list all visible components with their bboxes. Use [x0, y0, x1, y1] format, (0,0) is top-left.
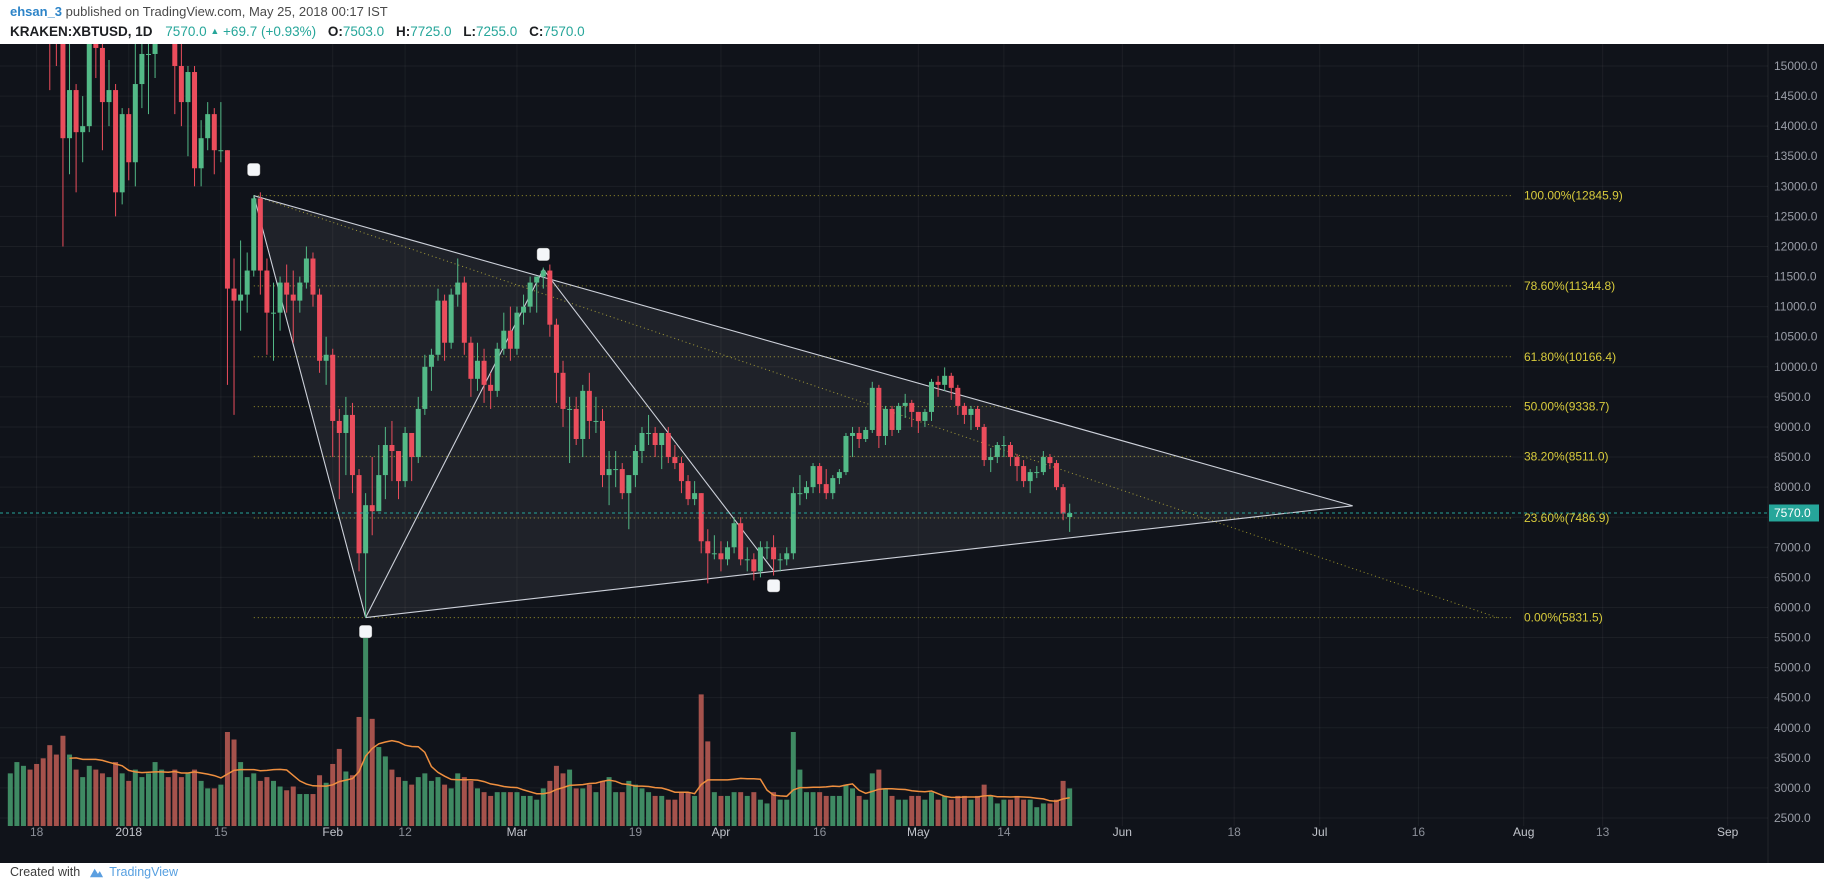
time-axis-label: Jul — [1312, 825, 1327, 839]
change-text: +69.7 (+0.93%) — [223, 24, 317, 39]
price-axis-label: 8000.0 — [1774, 480, 1811, 494]
up-arrow-icon: ▲ — [210, 26, 220, 36]
high-value: 7725.0 — [410, 24, 452, 39]
time-axis-label: 15 — [214, 825, 228, 839]
fib-trend-line — [253, 195, 1498, 619]
price-axis-label: 14500.0 — [1774, 89, 1818, 103]
price-axis-label: 8500.0 — [1774, 450, 1811, 464]
time-axis-label: 18 — [1228, 825, 1242, 839]
interval-label: 1D — [135, 24, 153, 39]
time-axis-label: 14 — [997, 825, 1011, 839]
fib-level-label: 61.80%(10166.4) — [1524, 350, 1616, 364]
high-label: H: — [395, 24, 411, 39]
time-axis-label: 2018 — [115, 825, 142, 839]
tradingview-brand-link[interactable]: TradingView — [109, 865, 178, 879]
fib-level-label: 78.60%(11344.8) — [1524, 279, 1615, 293]
price-axis-label: 12000.0 — [1774, 239, 1818, 253]
fib-level-label: 0.00%(5831.5) — [1524, 611, 1603, 625]
time-axis-label: Jun — [1113, 825, 1132, 839]
footer: Created with TradingView — [0, 863, 1824, 881]
attribution-text: published on TradingView.com, May 25, 20… — [62, 4, 388, 19]
last-price-text: 7570.0 — [165, 24, 207, 39]
price-axis-label: 4500.0 — [1774, 691, 1811, 705]
price-axis-label: 2500.0 — [1774, 811, 1811, 825]
price-axis-label: 6500.0 — [1774, 570, 1811, 584]
drag-handle[interactable] — [536, 247, 551, 262]
triangle-pattern[interactable] — [246, 162, 1353, 639]
open-label: O: — [327, 24, 343, 39]
time-axis-label: 12 — [398, 825, 412, 839]
chart-area[interactable]: 100.00%(12845.9) 78.60%(11344.8) 61.80%(10… — [0, 44, 1824, 863]
price-axis-label: 13500.0 — [1774, 149, 1818, 163]
time-axis-label: 19 — [629, 825, 643, 839]
price-axis-label: 10000.0 — [1774, 360, 1818, 374]
price-axis-label: 11500.0 — [1774, 270, 1817, 284]
price-axis-label: 7000.0 — [1774, 540, 1811, 554]
last-price-label — [1769, 504, 1819, 522]
time-axis-label: Aug — [1513, 825, 1534, 839]
price-axis-label: 4000.0 — [1774, 721, 1811, 735]
open-value: 7503.0 — [342, 24, 385, 39]
price-axis-label: 5000.0 — [1774, 661, 1811, 675]
price-axis-label: 9000.0 — [1774, 420, 1811, 434]
header: ehsan_3 published on TradingView.com, Ma… — [0, 0, 1824, 44]
fib-level-label: 50.00%(9338.7) — [1524, 400, 1609, 414]
price-axis-label: 3000.0 — [1774, 781, 1811, 795]
time-axis-label: 13 — [1596, 825, 1610, 839]
drag-handle[interactable] — [358, 624, 373, 639]
tradingview-logo-icon[interactable] — [89, 865, 104, 880]
price-axis-label: 15000.0 — [1774, 59, 1818, 73]
close-label: C: — [529, 24, 544, 39]
price-axis-label: 12500.0 — [1774, 209, 1818, 223]
drag-handle[interactable] — [246, 162, 261, 177]
fib-level-label: 100.00%(12845.9) — [1524, 189, 1623, 203]
price-axis-label: 11000.0 — [1774, 300, 1817, 314]
price-axis-label: 9500.0 — [1774, 390, 1811, 404]
candles-layer — [49, 44, 1073, 618]
price-axis-label: 14000.0 — [1774, 119, 1818, 133]
created-with-text: Created with — [10, 865, 81, 879]
drag-handle[interactable] — [766, 578, 781, 593]
chart-canvas[interactable]: 100.00%(12845.9) 78.60%(11344.8) 61.80%(10… — [0, 44, 1824, 863]
fib-retracement[interactable]: 100.00%(12845.9) 78.60%(11344.8) 61.80%(10… — [253, 189, 1623, 625]
symbol-name[interactable]: KRAKEN:XBTUSD, — [10, 24, 132, 39]
price-axis-label: 3500.0 — [1774, 751, 1811, 765]
time-axis-label: 16 — [1412, 825, 1426, 839]
fib-level-label: 23.60%(7486.9) — [1524, 511, 1609, 525]
time-axis-label: 18 — [30, 825, 44, 839]
attribution-line: ehsan_3 published on TradingView.com, Ma… — [10, 3, 1824, 21]
time-axis-label: Feb — [322, 825, 343, 839]
low-label: L: — [463, 24, 477, 39]
volume-layer — [7, 638, 1073, 826]
symbol-line: KRAKEN:XBTUSD, 1D 7570.0 ▲ +69.7 (+0.93%… — [10, 21, 1824, 42]
time-axis-label: 16 — [813, 825, 827, 839]
fib-level-label: 38.20%(8511.0) — [1524, 449, 1609, 463]
price-axis-label: 6000.0 — [1774, 600, 1811, 614]
time-axis-label: Apr — [712, 825, 731, 839]
time-axis[interactable]: 18 2018 15 Feb 12 Mar 19 Apr 16 May 14 Jun 18 Jul 16 Au… — [30, 825, 1739, 839]
price-axis[interactable]: 15000.0 14500.0 14000.0 13500.0 13000.0 12500… — [1769, 59, 1819, 825]
low-value: 7255.0 — [476, 24, 518, 39]
last-price-label-text: 7570.0 — [1774, 506, 1811, 520]
author-link[interactable]: ehsan_3 — [10, 4, 63, 19]
price-axis-label: 13000.0 — [1774, 179, 1818, 193]
price-axis-label: 5500.0 — [1774, 631, 1811, 645]
volume-ma-line — [69, 739, 1070, 802]
time-axis-label: May — [907, 825, 930, 839]
time-axis-label: Mar — [507, 825, 528, 839]
price-axis-label: 10500.0 — [1774, 330, 1818, 344]
close-value: 7570.0 — [543, 24, 585, 39]
time-axis-label: Sep — [1717, 825, 1739, 839]
